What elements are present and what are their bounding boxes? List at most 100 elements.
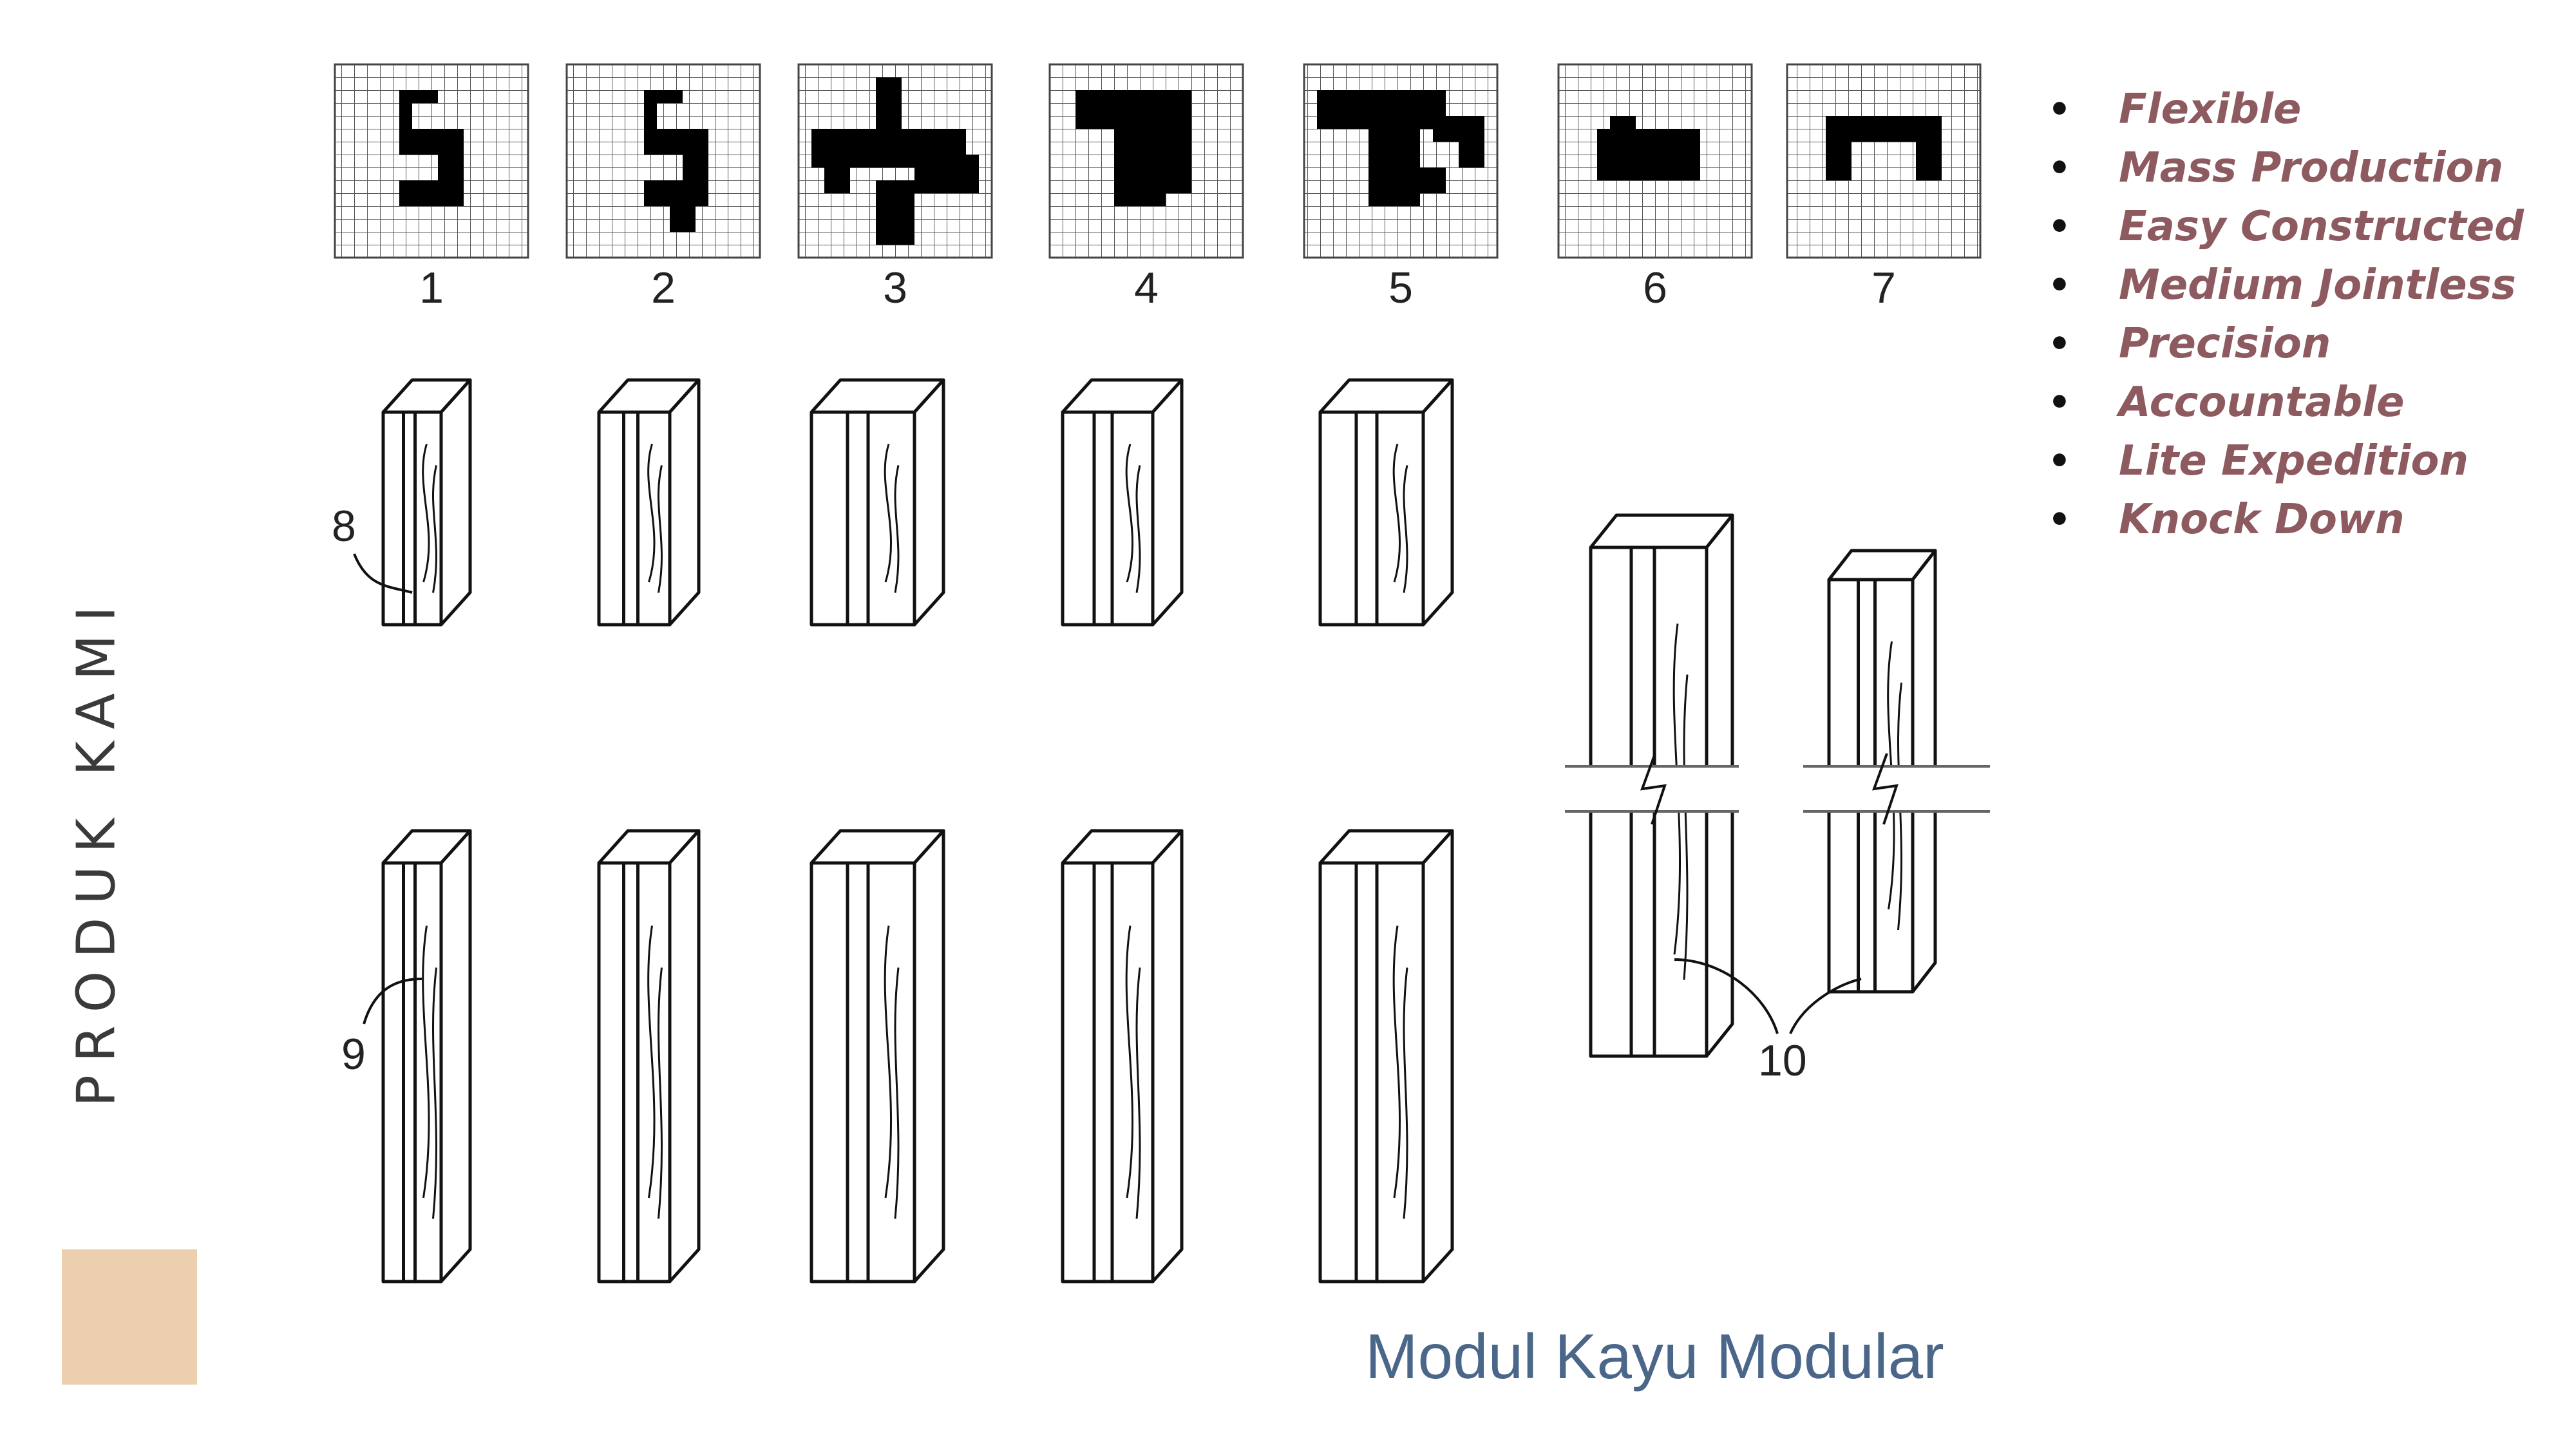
wood-grain-line — [647, 925, 656, 1198]
wood-grain-line — [432, 967, 437, 1219]
grid-panel: 4 — [1048, 63, 1244, 312]
grid-cell-block — [1317, 90, 1446, 129]
feature-item: • Easy Constructed — [2035, 198, 2524, 256]
grid-cell-block — [644, 90, 683, 103]
profile-side-face — [913, 378, 945, 627]
feature-label: Medium Jointless — [2119, 261, 2516, 309]
profile-front-face — [1318, 410, 1425, 627]
grid-number-label: 1 — [419, 263, 444, 312]
wood-grain-line — [432, 465, 437, 593]
profile-front-face — [597, 410, 672, 627]
feature-item: • Accountable — [2035, 374, 2524, 432]
grid-background — [1786, 63, 1982, 259]
profile-side-face — [1151, 829, 1184, 1283]
grid-number-label: 2 — [651, 263, 676, 312]
feature-item: • Medium Jointless — [2035, 256, 2524, 315]
timber-profile — [810, 829, 945, 1283]
profile-front-face — [810, 861, 916, 1283]
callout-arrow — [1789, 978, 1862, 1034]
grid-cell-block — [940, 129, 966, 155]
grid-cell-block — [824, 167, 850, 193]
grid-cell-block — [1610, 116, 1636, 129]
grid-number-label: 7 — [1871, 263, 1896, 312]
callout-label: 10 — [1758, 1036, 1807, 1085]
wood-grain-line — [1403, 967, 1408, 1219]
grid-cell-block — [1459, 129, 1484, 167]
grid-cell-block — [670, 206, 696, 232]
grid-cell-block — [1597, 167, 1636, 180]
figure-caption: Modul Kayu Modular — [1365, 1321, 1944, 1392]
bullet-icon: • — [2048, 382, 2071, 424]
feature-label: Mass Production — [2119, 144, 2504, 192]
callout-label: 8 — [332, 502, 356, 551]
grid-panel: 1 — [334, 63, 529, 312]
callout-label: 9 — [341, 1030, 366, 1079]
grid-number-label: 5 — [1388, 263, 1413, 312]
break-zigzag — [1640, 753, 1667, 825]
feature-item: • Mass Production — [2035, 139, 2524, 198]
feature-label: Precision — [2119, 320, 2331, 368]
wood-grain-line — [1125, 925, 1133, 1198]
grid-cell-block — [399, 90, 438, 103]
profile-front-face — [597, 861, 672, 1283]
break-gap — [1565, 766, 1990, 811]
wood-grain-line — [422, 925, 430, 1198]
side-title-text: PRODUK KAMI — [66, 593, 128, 1107]
feature-label: Lite Expedition — [2119, 437, 2469, 485]
feature-label: Easy Constructed — [2119, 203, 2524, 251]
profile-side-face — [439, 829, 472, 1283]
bullet-icon: • — [2048, 499, 2071, 541]
callout-arrow — [353, 553, 413, 594]
bullet-icon: • — [2048, 265, 2071, 307]
grid-panel: 6 — [1557, 63, 1753, 312]
feature-item: • Precision — [2035, 315, 2524, 374]
timber-profile — [1061, 829, 1184, 1283]
profile-front-face — [1061, 861, 1155, 1283]
wood-grain-line — [1683, 674, 1689, 980]
grid-cell-block — [1662, 142, 1687, 155]
bullet-icon: • — [2048, 323, 2071, 365]
feature-label: Flexible — [2119, 86, 2302, 133]
grid-cell-block — [1916, 142, 1942, 180]
wood-grain-line — [422, 444, 430, 583]
grid-number-label: 3 — [883, 263, 907, 312]
wood-grain-line — [1392, 444, 1401, 583]
modular-wood-figure: 1 2 3 4 5 6 7 8 9 10 — [316, 39, 2003, 1404]
bullet-icon: • — [2048, 440, 2071, 482]
profile-side-face — [668, 829, 701, 1283]
grid-number-label: 6 — [1643, 263, 1667, 312]
feature-item: • Knock Down — [2035, 491, 2524, 549]
timber-profile — [1318, 829, 1454, 1283]
feature-label: Accountable — [2119, 379, 2405, 426]
grid-number-label: 4 — [1134, 263, 1159, 312]
wood-grain-line — [884, 444, 893, 583]
profile-side-face — [668, 378, 701, 627]
feature-item: • Lite Expedition — [2035, 432, 2524, 491]
profile-front-face — [810, 410, 916, 627]
grid-panel: 3 — [797, 63, 993, 312]
timber-profile — [381, 378, 472, 627]
wood-grain-line — [1125, 444, 1134, 583]
grid-cell-block — [1826, 142, 1852, 180]
grid-cell-block — [876, 180, 914, 245]
wood-grain-line — [894, 967, 900, 1219]
feature-list: • Flexible • Mass Production • Easy Constru… — [2035, 80, 2524, 549]
bullet-icon: • — [2048, 89, 2071, 131]
timber-profile — [597, 378, 701, 627]
grid-panel: 5 — [1303, 63, 1499, 312]
profile-side-face — [913, 829, 945, 1283]
wood-grain-line — [658, 465, 663, 593]
grid-panel: 2 — [565, 63, 761, 312]
break-zigzag — [1871, 753, 1899, 825]
grid-cell-block — [1075, 90, 1191, 129]
profile-side-face — [1421, 829, 1454, 1283]
wood-grain-line — [1392, 925, 1401, 1198]
wood-grain-line — [647, 444, 656, 583]
wood-grain-line — [658, 967, 663, 1219]
profile-front-face — [1061, 410, 1155, 627]
profile-front-face — [381, 410, 443, 627]
grid-cell-block — [811, 129, 876, 167]
timber-profile — [1318, 378, 1454, 627]
profile-front-face — [381, 861, 443, 1283]
grid-cell-block — [1407, 167, 1446, 193]
